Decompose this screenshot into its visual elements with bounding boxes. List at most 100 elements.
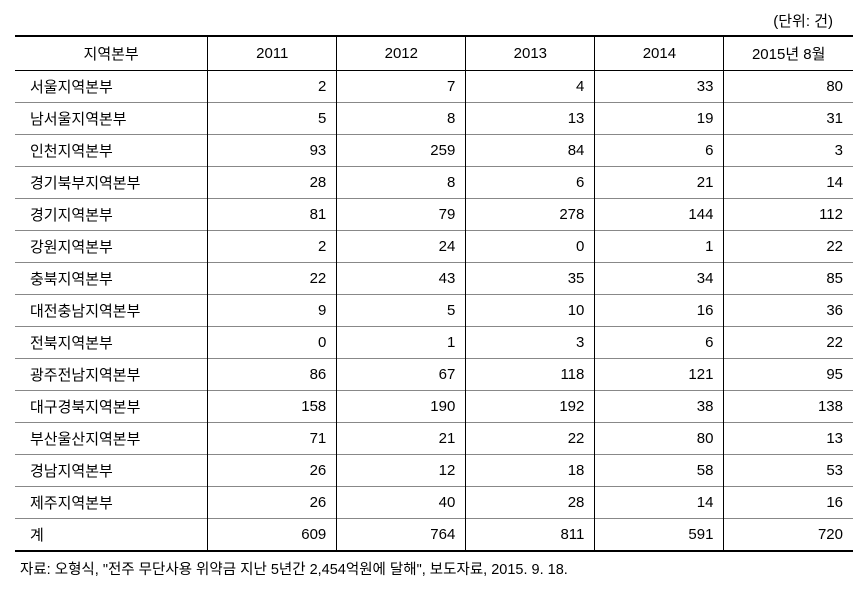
cell-value: 12 <box>337 455 466 487</box>
cell-value: 8 <box>337 167 466 199</box>
cell-value: 121 <box>595 359 724 391</box>
cell-value: 58 <box>595 455 724 487</box>
unit-label: (단위: 건) <box>15 10 853 31</box>
cell-value: 19 <box>595 103 724 135</box>
table-row: 부산울산지역본부 71 21 22 80 13 <box>15 423 853 455</box>
cell-value: 811 <box>466 519 595 552</box>
cell-value: 43 <box>337 263 466 295</box>
cell-value: 40 <box>337 487 466 519</box>
cell-value: 5 <box>337 295 466 327</box>
cell-value: 591 <box>595 519 724 552</box>
cell-region: 광주전남지역본부 <box>15 359 208 391</box>
cell-value: 144 <box>595 199 724 231</box>
cell-value: 95 <box>724 359 853 391</box>
table-row: 제주지역본부 26 40 28 14 16 <box>15 487 853 519</box>
col-header-2015: 2015년 8월 <box>724 36 853 71</box>
cell-value: 85 <box>724 263 853 295</box>
cell-value: 278 <box>466 199 595 231</box>
data-table: 지역본부 2011 2012 2013 2014 2015년 8월 서울지역본부… <box>15 35 853 552</box>
table-row: 경기지역본부 81 79 278 144 112 <box>15 199 853 231</box>
cell-value: 24 <box>337 231 466 263</box>
cell-region: 경기북부지역본부 <box>15 167 208 199</box>
table-row: 대전충남지역본부 9 5 10 16 36 <box>15 295 853 327</box>
cell-value: 5 <box>208 103 337 135</box>
table-header-row: 지역본부 2011 2012 2013 2014 2015년 8월 <box>15 36 853 71</box>
cell-value: 112 <box>724 199 853 231</box>
cell-value: 2 <box>208 231 337 263</box>
table-row: 남서울지역본부 5 8 13 19 31 <box>15 103 853 135</box>
table-row: 전북지역본부 0 1 3 6 22 <box>15 327 853 359</box>
cell-value: 26 <box>208 487 337 519</box>
cell-value: 10 <box>466 295 595 327</box>
cell-region: 서울지역본부 <box>15 71 208 103</box>
cell-value: 67 <box>337 359 466 391</box>
cell-region: 강원지역본부 <box>15 231 208 263</box>
table-row: 서울지역본부 2 7 4 33 80 <box>15 71 853 103</box>
col-header-2011: 2011 <box>208 36 337 71</box>
cell-value: 6 <box>595 135 724 167</box>
cell-region: 대전충남지역본부 <box>15 295 208 327</box>
cell-value: 80 <box>724 71 853 103</box>
col-header-2013: 2013 <box>466 36 595 71</box>
cell-region: 계 <box>15 519 208 552</box>
cell-region: 대구경북지역본부 <box>15 391 208 423</box>
table-body: 서울지역본부 2 7 4 33 80 남서울지역본부 5 8 13 19 31 … <box>15 71 853 552</box>
cell-value: 22 <box>466 423 595 455</box>
cell-value: 14 <box>595 487 724 519</box>
cell-value: 13 <box>724 423 853 455</box>
cell-value: 79 <box>337 199 466 231</box>
cell-region: 제주지역본부 <box>15 487 208 519</box>
cell-value: 38 <box>595 391 724 423</box>
cell-value: 53 <box>724 455 853 487</box>
cell-value: 36 <box>724 295 853 327</box>
cell-value: 28 <box>208 167 337 199</box>
cell-value: 138 <box>724 391 853 423</box>
cell-value: 3 <box>724 135 853 167</box>
cell-value: 35 <box>466 263 595 295</box>
table-row: 경남지역본부 26 12 18 58 53 <box>15 455 853 487</box>
cell-value: 22 <box>724 231 853 263</box>
cell-value: 8 <box>337 103 466 135</box>
cell-value: 84 <box>466 135 595 167</box>
cell-value: 18 <box>466 455 595 487</box>
cell-value: 6 <box>466 167 595 199</box>
cell-value: 0 <box>466 231 595 263</box>
table-row: 강원지역본부 2 24 0 1 22 <box>15 231 853 263</box>
table-row-total: 계 609 764 811 591 720 <box>15 519 853 552</box>
cell-value: 7 <box>337 71 466 103</box>
cell-region: 부산울산지역본부 <box>15 423 208 455</box>
cell-value: 93 <box>208 135 337 167</box>
cell-value: 33 <box>595 71 724 103</box>
table-row: 광주전남지역본부 86 67 118 121 95 <box>15 359 853 391</box>
cell-region: 경기지역본부 <box>15 199 208 231</box>
cell-value: 14 <box>724 167 853 199</box>
cell-value: 0 <box>208 327 337 359</box>
cell-value: 21 <box>595 167 724 199</box>
cell-value: 81 <box>208 199 337 231</box>
cell-value: 3 <box>466 327 595 359</box>
cell-region: 충북지역본부 <box>15 263 208 295</box>
cell-value: 4 <box>466 71 595 103</box>
cell-value: 190 <box>337 391 466 423</box>
source-note: 자료: 오형식, "전주 무단사용 위약금 지난 5년간 2,454억원에 달해… <box>15 558 853 579</box>
cell-value: 16 <box>595 295 724 327</box>
cell-value: 80 <box>595 423 724 455</box>
table-row: 인천지역본부 93 259 84 6 3 <box>15 135 853 167</box>
cell-value: 34 <box>595 263 724 295</box>
cell-value: 28 <box>466 487 595 519</box>
cell-region: 전북지역본부 <box>15 327 208 359</box>
cell-value: 31 <box>724 103 853 135</box>
cell-value: 16 <box>724 487 853 519</box>
cell-region: 경남지역본부 <box>15 455 208 487</box>
cell-value: 1 <box>337 327 466 359</box>
cell-value: 9 <box>208 295 337 327</box>
cell-value: 26 <box>208 455 337 487</box>
cell-value: 764 <box>337 519 466 552</box>
col-header-region: 지역본부 <box>15 36 208 71</box>
cell-value: 21 <box>337 423 466 455</box>
cell-value: 2 <box>208 71 337 103</box>
cell-value: 22 <box>724 327 853 359</box>
cell-value: 158 <box>208 391 337 423</box>
col-header-2014: 2014 <box>595 36 724 71</box>
cell-value: 259 <box>337 135 466 167</box>
